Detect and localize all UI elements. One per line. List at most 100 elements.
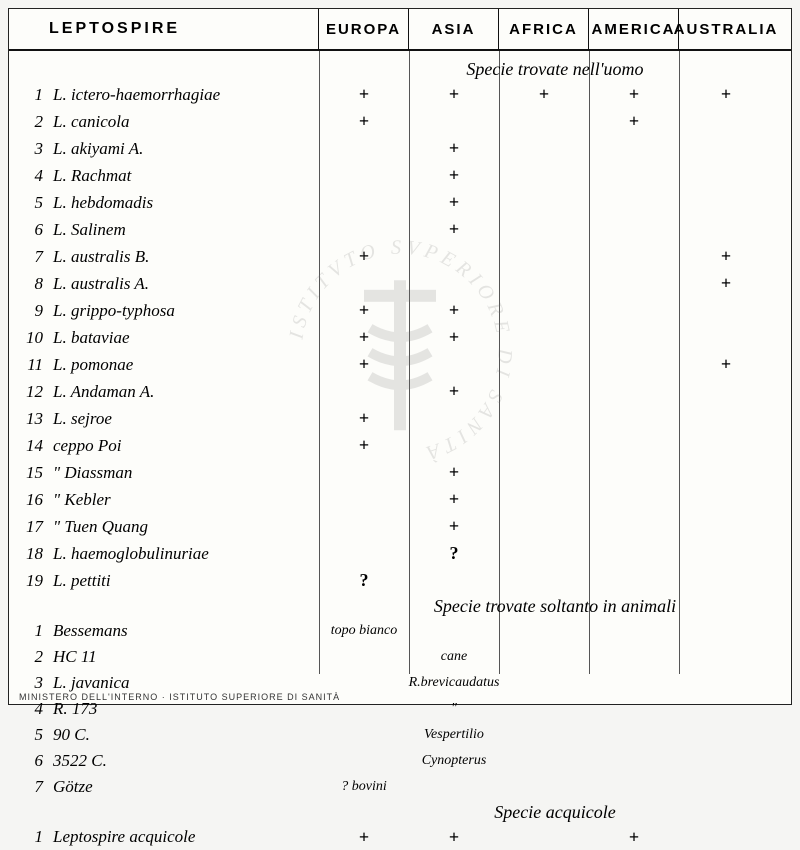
- mark-cell: [589, 722, 679, 748]
- mark-cell: [679, 162, 773, 189]
- row-number: 1: [17, 827, 43, 847]
- mark-cell: [319, 540, 409, 567]
- mark-cell: [679, 748, 773, 774]
- species-cell: 5L. hebdomadis: [9, 189, 319, 216]
- species-cell: 590 C.: [9, 722, 319, 748]
- mark-cell: ?: [409, 540, 499, 567]
- mark-cell: [499, 618, 589, 644]
- species-cell: 19L. pettiti: [9, 567, 319, 594]
- species-name: Bessemans: [53, 621, 128, 641]
- species-name: L. Rachmat: [53, 166, 131, 186]
- mark-cell: +: [319, 405, 409, 432]
- row-number: 19: [17, 571, 43, 591]
- species-name: " Diassman: [53, 463, 132, 483]
- mark-cell: [499, 486, 589, 513]
- mark-cell: [679, 108, 773, 135]
- mark-cell: [319, 459, 409, 486]
- mark-cell: [319, 189, 409, 216]
- mark-cell: [679, 540, 773, 567]
- mark-cell: [589, 378, 679, 405]
- mark-cell: [589, 324, 679, 351]
- mark-cell: +: [679, 351, 773, 378]
- row-number: 5: [17, 725, 43, 745]
- mark-cell: [409, 405, 499, 432]
- mark-cell: +: [319, 351, 409, 378]
- row-number: 12: [17, 382, 43, 402]
- mark-cell: [679, 567, 773, 594]
- row-number: 7: [17, 247, 43, 267]
- table-row: 12L. Andaman A.+: [9, 378, 791, 405]
- mark-cell: [499, 644, 589, 670]
- species-name: Leptospire acquicole: [53, 827, 195, 847]
- mark-cell: [409, 270, 499, 297]
- table-row: 8L. australis A.+: [9, 270, 791, 297]
- mark-cell: cane: [409, 644, 499, 670]
- mark-cell: [499, 459, 589, 486]
- mark-cell: [409, 351, 499, 378]
- mark-cell: [499, 696, 589, 722]
- mark-cell: [679, 513, 773, 540]
- mark-cell: +: [409, 162, 499, 189]
- mark-cell: [499, 774, 589, 800]
- mark-cell: [409, 432, 499, 459]
- species-cell: 1Bessemans: [9, 618, 319, 644]
- species-name: L. haemoglobulinuriae: [53, 544, 209, 564]
- mark-cell: ? bovini: [319, 774, 409, 800]
- species-name: ceppo Poi: [53, 436, 121, 456]
- mark-cell: +: [409, 459, 499, 486]
- mark-cell: [499, 405, 589, 432]
- mark-cell: [319, 748, 409, 774]
- species-name: R. 173: [53, 699, 97, 719]
- row-number: 9: [17, 301, 43, 321]
- mark-cell: [499, 378, 589, 405]
- mark-cell: [589, 405, 679, 432]
- mark-cell: [679, 189, 773, 216]
- mark-cell: [319, 486, 409, 513]
- mark-cell: +: [409, 513, 499, 540]
- mark-cell: [499, 351, 589, 378]
- mark-cell: [499, 297, 589, 324]
- mark-cell: [589, 351, 679, 378]
- species-cell: 17 " Tuen Quang: [9, 513, 319, 540]
- mark-cell: [499, 243, 589, 270]
- row-number: 4: [17, 699, 43, 719]
- mark-cell: +: [409, 216, 499, 243]
- mark-cell: +: [409, 297, 499, 324]
- species-cell: 1L. ictero-haemorrhagiae: [9, 81, 319, 108]
- mark-cell: +: [679, 243, 773, 270]
- mark-cell: [499, 824, 589, 850]
- mark-cell: [319, 135, 409, 162]
- table-row: 4L. Rachmat+: [9, 162, 791, 189]
- mark-cell: [679, 670, 773, 696]
- section-title: Specie acquicole: [9, 800, 791, 824]
- header-row: LEPTOSPIRE EUROPA ASIA AFRICA AMERICA AU…: [9, 9, 791, 51]
- mark-cell: [679, 486, 773, 513]
- mark-cell: [409, 618, 499, 644]
- species-name: L. javanica: [53, 673, 130, 693]
- mark-cell: [499, 722, 589, 748]
- species-cell: 7L. australis B.: [9, 243, 319, 270]
- mark-cell: [499, 540, 589, 567]
- footer-text: MINISTERO DELL'INTERNO · ISTITUTO SUPERI…: [19, 692, 340, 702]
- table-row: 11L. pomonae++: [9, 351, 791, 378]
- mark-cell: [679, 432, 773, 459]
- mark-cell: [679, 297, 773, 324]
- mark-cell: [409, 774, 499, 800]
- species-cell: 2HC 11: [9, 644, 319, 670]
- mark-cell: [319, 162, 409, 189]
- row-number: 8: [17, 274, 43, 294]
- row-number: 18: [17, 544, 43, 564]
- mark-cell: Cynopterus: [409, 748, 499, 774]
- mark-cell: +: [409, 135, 499, 162]
- table-row: 2HC 11 cane: [9, 644, 791, 670]
- row-number: 11: [17, 355, 43, 375]
- mark-cell: +: [319, 297, 409, 324]
- species-cell: 8L. australis A.: [9, 270, 319, 297]
- table-row: 7Götze? bovini: [9, 774, 791, 800]
- table-row: 19L. pettiti?: [9, 567, 791, 594]
- mark-cell: [499, 567, 589, 594]
- species-name: L. sejroe: [53, 409, 112, 429]
- mark-cell: [499, 324, 589, 351]
- species-name: L. Salinem: [53, 220, 126, 240]
- mark-cell: [499, 670, 589, 696]
